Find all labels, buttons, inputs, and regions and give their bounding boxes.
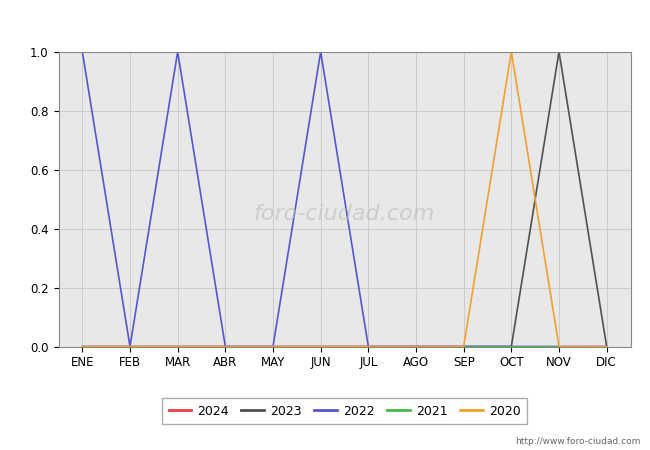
Text: foro-ciudad.com: foro-ciudad.com bbox=[254, 204, 435, 224]
Text: Matriculaciones de Vehiculos en Serradilla del Llano: Matriculaciones de Vehiculos en Serradil… bbox=[110, 16, 540, 34]
Legend: 2024, 2023, 2022, 2021, 2020: 2024, 2023, 2022, 2021, 2020 bbox=[162, 398, 526, 424]
Text: http://www.foro-ciudad.com: http://www.foro-ciudad.com bbox=[515, 437, 640, 446]
